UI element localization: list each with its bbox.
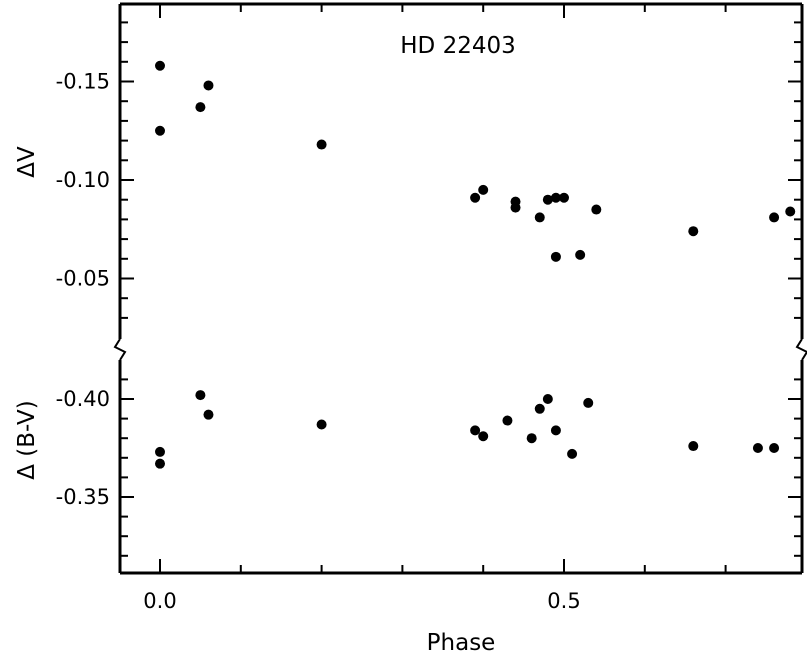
data-point-delta-v — [591, 204, 602, 215]
data-point-delta-v — [478, 184, 489, 195]
y-tick-label: -0.40 — [56, 387, 110, 411]
data-point-delta-b-v — [195, 390, 206, 401]
data-point-delta-v — [195, 102, 206, 113]
data-point-delta-b-v — [534, 403, 545, 414]
y-tick-label: -0.15 — [56, 70, 110, 94]
chart-title: HD 22403 — [400, 33, 515, 59]
data-point-delta-v — [534, 212, 545, 223]
data-point-delta-b-v — [155, 458, 165, 469]
data-point-delta-b-v — [502, 415, 513, 426]
break-mark-right — [795, 338, 807, 361]
data-point-delta-b-v — [769, 443, 780, 453]
data-point-delta-v — [155, 60, 165, 71]
data-point-delta-v — [769, 212, 780, 223]
data-point-delta-b-v — [688, 441, 699, 452]
data-point-delta-v — [203, 80, 214, 91]
data-point-delta-v — [470, 192, 481, 203]
y-tick-label: -0.35 — [56, 485, 110, 509]
x-tick-labels: 0.00.50.00.5 — [143, 589, 580, 613]
data-point-delta-b-v — [478, 431, 489, 442]
data-point-delta-b-v — [316, 419, 327, 430]
data-point-delta-v — [550, 192, 561, 203]
data-point-delta-b-v — [203, 409, 214, 420]
data-points — [155, 60, 796, 469]
x-tick-label: 0.0 — [143, 589, 176, 613]
y-axis-title-delta-v: ΔV — [14, 146, 40, 178]
x-axis-title: Phase — [427, 630, 496, 656]
data-point-delta-b-v — [470, 425, 481, 436]
y-tick-labels: -0.15 -0.10 -0.05 -0.40 -0.35 — [56, 70, 110, 510]
data-point-delta-v — [510, 202, 521, 213]
y-tick-label: -0.10 — [56, 168, 110, 192]
data-point-delta-b-v — [542, 394, 553, 404]
axis-ticks — [120, 4, 802, 573]
plot-frame — [118, 2, 804, 575]
data-point-delta-v — [559, 192, 569, 203]
data-point-delta-b-v — [550, 425, 561, 436]
y-axis-title-delta-b-v: Δ (B-V) — [14, 400, 40, 479]
x-tick-label: 0.5 — [547, 589, 580, 613]
axis-break-marks — [113, 338, 807, 361]
break-mark-left — [113, 338, 127, 361]
data-point-delta-b-v — [526, 433, 537, 444]
data-point-delta-v — [575, 249, 586, 260]
data-point-delta-v — [155, 125, 165, 136]
data-point-delta-v — [688, 226, 699, 237]
data-point-delta-b-v — [155, 446, 165, 457]
y-tick-label: -0.05 — [56, 267, 110, 291]
data-point-delta-v — [550, 251, 561, 262]
data-point-delta-b-v — [752, 443, 763, 453]
data-point-delta-v — [785, 206, 796, 217]
data-point-delta-v — [542, 194, 553, 205]
data-point-delta-b-v — [567, 448, 578, 459]
data-point-delta-b-v — [583, 397, 594, 408]
data-point-delta-v — [316, 139, 327, 150]
